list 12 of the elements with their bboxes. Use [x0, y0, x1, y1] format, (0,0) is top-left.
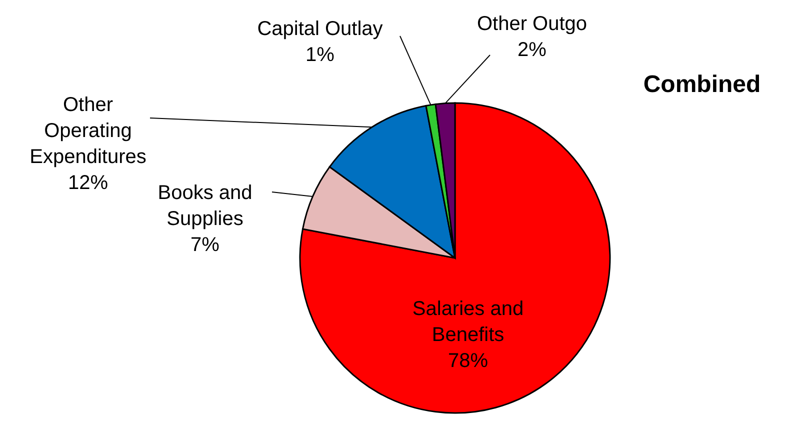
data-label: 7% [190, 234, 220, 256]
data-label: 1% [306, 44, 335, 66]
slice-label: Books and Supplies [158, 182, 252, 230]
data-label: 78% [448, 350, 488, 372]
data-label: 12% [68, 172, 108, 194]
pie-slice [300, 102, 611, 414]
slice-label: Other Outgo [476, 13, 588, 35]
slice-label: Capital Outlay [257, 18, 383, 40]
slice-label: Other Operating Expenditures [30, 94, 146, 168]
text: Combined [643, 71, 761, 98]
slice-label: Salaries and Benefits [412, 298, 524, 346]
data-label: 2% [518, 39, 547, 61]
